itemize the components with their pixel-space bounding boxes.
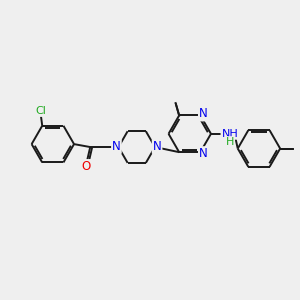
Text: NH: NH xyxy=(221,129,238,139)
Text: Cl: Cl xyxy=(35,106,46,116)
Text: N: N xyxy=(153,140,161,153)
Text: O: O xyxy=(82,160,91,173)
Text: N: N xyxy=(112,140,121,153)
Text: N: N xyxy=(199,107,208,121)
Text: H: H xyxy=(226,137,234,147)
Text: N: N xyxy=(199,147,208,160)
